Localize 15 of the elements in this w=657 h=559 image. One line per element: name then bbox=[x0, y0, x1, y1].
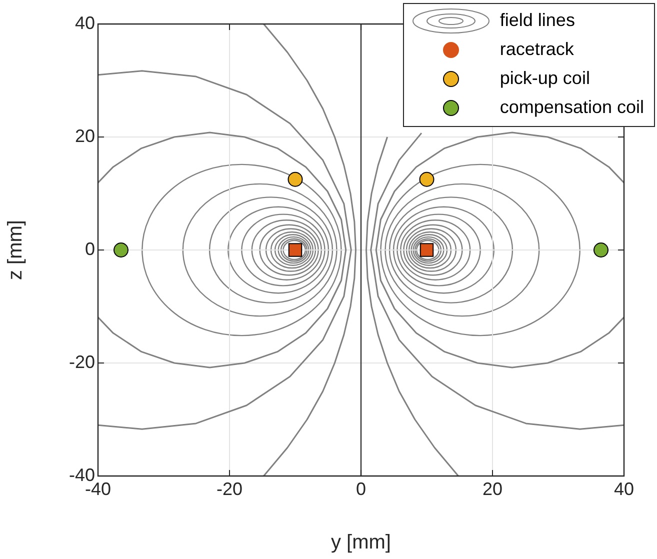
y-tick-label: 20 bbox=[74, 126, 95, 146]
x-tick-label: 40 bbox=[614, 478, 634, 499]
x-tick-label: 20 bbox=[482, 478, 503, 499]
y-tick-label: -20 bbox=[68, 352, 95, 372]
y-tick-label: 40 bbox=[74, 12, 95, 33]
x-axis-title: y [mm] bbox=[331, 532, 391, 554]
legend-label: pick-up coil bbox=[500, 68, 590, 89]
legend-label: racetrack bbox=[500, 39, 574, 60]
x-tick-label: 0 bbox=[356, 478, 366, 499]
y-tick-label: -40 bbox=[68, 464, 95, 485]
legend-label: field lines bbox=[500, 10, 575, 31]
legend-label: compensation coil bbox=[500, 97, 644, 118]
y-axis-title: z [mm] bbox=[4, 220, 27, 280]
y-tick-label: 0 bbox=[84, 238, 95, 259]
x-tick-label: -20 bbox=[216, 478, 243, 499]
